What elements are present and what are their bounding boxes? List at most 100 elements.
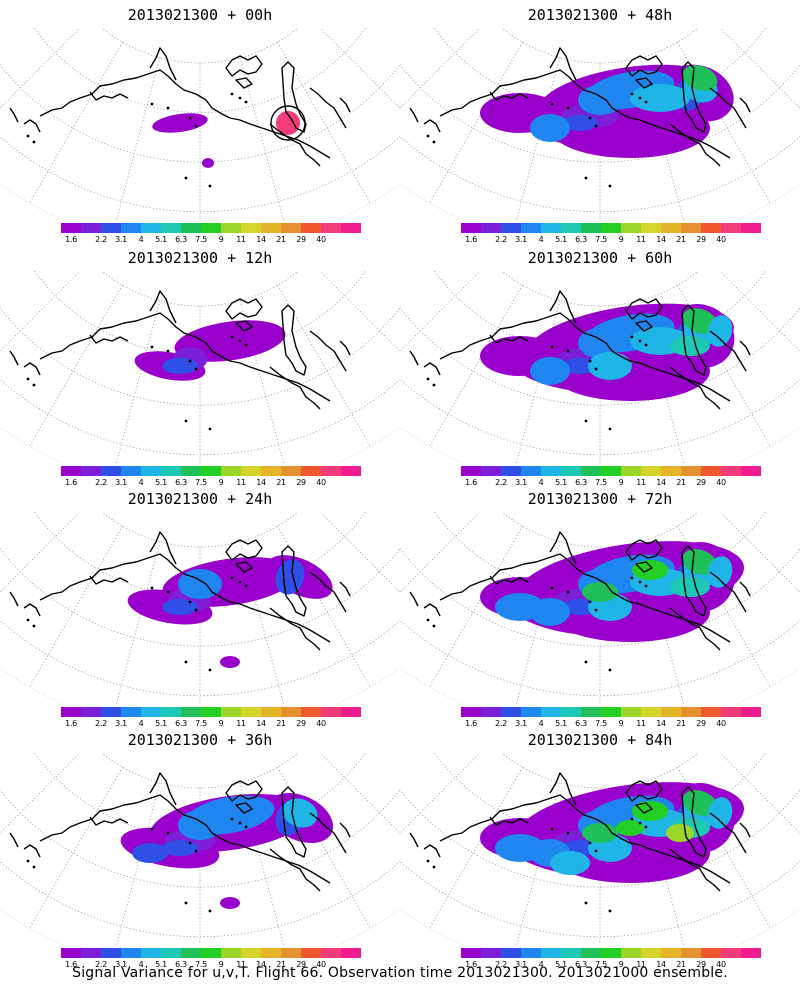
island-mark bbox=[644, 825, 648, 829]
parallel-line bbox=[101, 271, 299, 307]
parallel-line bbox=[400, 307, 800, 406]
colorbar-swatch bbox=[481, 707, 501, 717]
colorbar-swatch bbox=[81, 948, 101, 958]
colorbar-tick-label: 11 bbox=[236, 478, 246, 487]
colorbar-swatch bbox=[641, 707, 661, 717]
colorbar-swatch bbox=[541, 948, 561, 958]
colorbar-swatch bbox=[501, 466, 521, 476]
colorbar-tick-label: 14 bbox=[656, 478, 666, 487]
colorbar-swatch bbox=[161, 707, 181, 717]
colorbar-tick-label: 4 bbox=[538, 235, 544, 244]
island-mark bbox=[150, 345, 154, 349]
colorbar-tick-label: 11 bbox=[236, 960, 246, 969]
coastline-path bbox=[339, 97, 351, 113]
colorbar-tick-label: 29 bbox=[296, 960, 306, 969]
meridian-line bbox=[0, 28, 81, 109]
colorbar-tick-label: 29 bbox=[296, 478, 306, 487]
island-mark bbox=[630, 92, 634, 96]
panel-title: 2013021300 + 84h bbox=[527, 731, 673, 749]
colorbar-swatch bbox=[681, 223, 701, 233]
coastline bbox=[9, 531, 351, 672]
meridian-line bbox=[400, 512, 481, 593]
map-svg bbox=[0, 753, 400, 945]
colorbar-swatch bbox=[461, 466, 481, 476]
coastline bbox=[409, 531, 751, 672]
map-panel: 2013021300 + 36h 1.6 2.2 3.1 4 5.1 6.3 7.5 9 11 14… bbox=[0, 725, 400, 970]
colorbar-swatch bbox=[601, 466, 621, 476]
meridian-line bbox=[400, 28, 466, 79]
colorbar-swatch bbox=[121, 223, 141, 233]
meridian-line bbox=[0, 753, 66, 804]
colorbar bbox=[61, 223, 361, 233]
colorbar-swatch bbox=[241, 707, 261, 717]
meridian-line bbox=[400, 28, 481, 109]
colorbar-swatch bbox=[101, 223, 121, 233]
island-mark bbox=[166, 590, 170, 594]
colorbar-swatch bbox=[101, 707, 121, 717]
coastline-path bbox=[235, 802, 253, 814]
colorbar-tick-label: 14 bbox=[256, 719, 266, 728]
variance-contour bbox=[632, 560, 668, 580]
island-mark bbox=[426, 134, 430, 138]
map-svg bbox=[0, 512, 400, 704]
coastline-path bbox=[23, 603, 41, 617]
variance-field bbox=[152, 105, 306, 168]
colorbar-swatch bbox=[141, 948, 161, 958]
meridian-line bbox=[334, 28, 400, 79]
island-mark bbox=[184, 419, 188, 423]
island-mark bbox=[188, 841, 192, 845]
panel-title: 2013021300 + 72h bbox=[527, 490, 673, 508]
colorbar-tick-label: 21 bbox=[276, 719, 286, 728]
colorbar-swatch bbox=[61, 466, 81, 476]
coastline-path bbox=[339, 340, 351, 356]
colorbar-swatch bbox=[721, 223, 741, 233]
coastline-path bbox=[269, 607, 321, 651]
colorbar bbox=[61, 948, 361, 958]
colorbar-swatch bbox=[141, 223, 161, 233]
colorbar-swatch bbox=[481, 948, 501, 958]
colorbar-tick-label: 4 bbox=[538, 478, 544, 487]
coastline-path bbox=[549, 47, 577, 81]
colorbar-tick-label: 14 bbox=[656, 719, 666, 728]
variance-contour bbox=[202, 158, 214, 168]
colorbar-swatch bbox=[601, 223, 621, 233]
colorbar-swatch bbox=[541, 223, 561, 233]
colorbar-swatch bbox=[201, 223, 221, 233]
coastline-path bbox=[635, 561, 653, 573]
meridian-line bbox=[400, 271, 466, 322]
variance-contour bbox=[562, 115, 598, 131]
colorbar-tick-label: 7.5 bbox=[195, 960, 207, 969]
island-mark bbox=[550, 586, 554, 590]
meridian-line bbox=[277, 285, 371, 447]
colorbar-swatch bbox=[461, 707, 481, 717]
colorbar-tick-label: 9 bbox=[218, 478, 224, 487]
island-mark bbox=[588, 600, 592, 604]
coastline-path bbox=[709, 330, 747, 372]
meridian-line bbox=[115, 300, 161, 463]
coastline-path bbox=[309, 812, 347, 854]
colorbar-tick-label: 21 bbox=[676, 478, 686, 487]
island-mark bbox=[238, 821, 242, 825]
variance-contour bbox=[132, 843, 168, 863]
coastline-path bbox=[439, 69, 731, 159]
colorbar-swatch bbox=[561, 223, 581, 233]
island-mark bbox=[230, 817, 234, 821]
variance-field bbox=[480, 541, 745, 642]
parallel-line bbox=[33, 28, 367, 114]
parallel-line bbox=[433, 753, 767, 839]
colorbar-ticks: 1.6 2.2 3.1 4 5.1 6.3 7.5 9 11 14 21 29 40 bbox=[61, 478, 361, 488]
variance-contour bbox=[616, 820, 644, 836]
coastline-path bbox=[149, 47, 177, 81]
colorbar-swatch bbox=[261, 466, 281, 476]
coastline-path bbox=[669, 848, 721, 892]
colorbar-tick-label: 3.1 bbox=[115, 478, 127, 487]
island-mark bbox=[32, 865, 36, 869]
meridian-line bbox=[734, 753, 800, 804]
colorbar-swatch bbox=[281, 223, 301, 233]
parallel-line bbox=[400, 548, 800, 647]
colorbar-tick-label: 6.3 bbox=[575, 960, 587, 969]
colorbar-tick-label: 29 bbox=[696, 235, 706, 244]
colorbar-tick-label: 9 bbox=[218, 960, 224, 969]
colorbar-swatch bbox=[561, 466, 581, 476]
map-svg bbox=[0, 271, 400, 463]
